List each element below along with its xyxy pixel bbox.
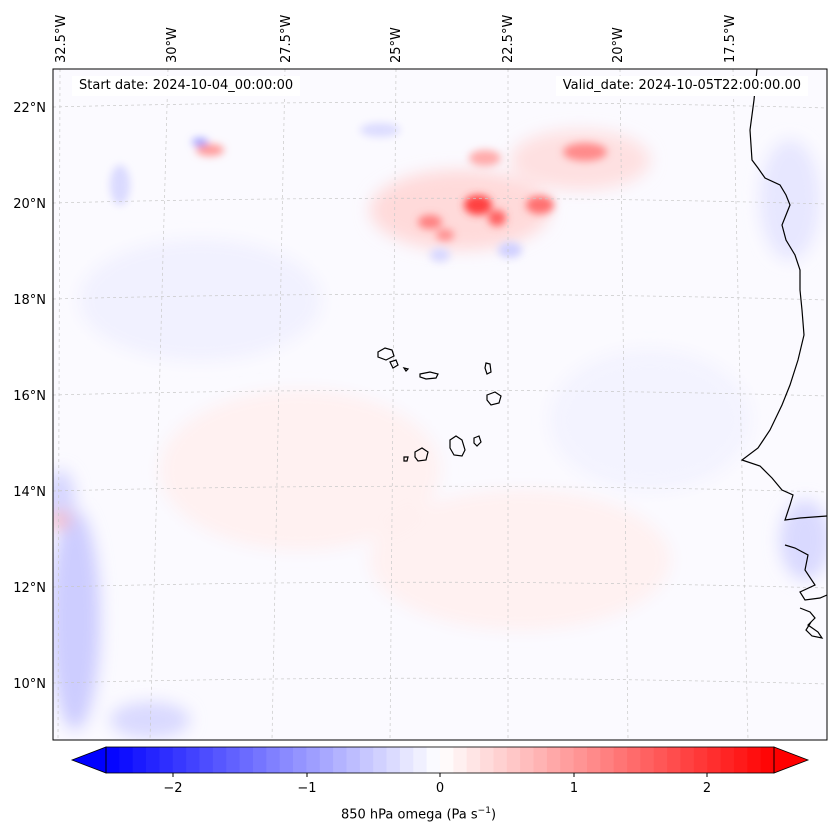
colorbar-cell <box>373 747 387 773</box>
colorbar-cell <box>239 747 254 773</box>
colorbar-ticks <box>172 773 708 777</box>
lat-label: 10°N <box>13 677 46 692</box>
colorbar-cell <box>453 747 468 773</box>
lat-label: 18°N <box>13 293 46 308</box>
colorbar-cell <box>106 747 120 773</box>
colorbar-label: 850 hPa omega (Pa s−1) <box>0 806 837 822</box>
colorbar-cell <box>359 747 374 773</box>
lat-label: 16°N <box>13 389 46 404</box>
colorbar-cell <box>493 747 508 773</box>
colorbar-cells <box>106 747 775 773</box>
colorbar-cell <box>520 747 534 773</box>
colorbar-cell <box>159 747 174 773</box>
colorbar-cell <box>720 747 735 773</box>
colorbar-cell <box>466 747 481 773</box>
colorbar-cell <box>172 747 187 773</box>
colorbar-tick-label: 1 <box>570 781 578 796</box>
colorbar-cell <box>733 747 748 773</box>
colorbar-cell <box>252 747 267 773</box>
colorbar-cell <box>640 747 655 773</box>
colorbar-cell <box>533 747 548 773</box>
start-date-label: Start date: 2024-10-04_00:00:00 <box>72 76 301 96</box>
colorbar-tick-label: −1 <box>297 781 316 796</box>
colorbar-label-text: 850 hPa omega (Pa s <box>340 807 478 823</box>
lon-label: 25°W <box>389 27 404 63</box>
lat-label: 12°N <box>13 581 46 596</box>
lon-label: 30°W <box>165 27 180 63</box>
lat-label: 14°N <box>13 485 46 500</box>
valid-date-label: Valid_date: 2024-10-05T22:00:00.00 <box>555 76 808 96</box>
map-gridlines <box>53 69 827 740</box>
lat-label: 20°N <box>13 197 46 212</box>
colorbar-cell <box>199 747 214 773</box>
colorbar-cell <box>119 747 134 773</box>
colorbar-label-close: ) <box>490 807 497 823</box>
colorbar-cell <box>613 747 628 773</box>
colorbar-cell <box>573 747 588 773</box>
colorbar-cell <box>667 747 681 773</box>
colorbar-cell <box>600 747 615 773</box>
colorbar-cell <box>186 747 200 773</box>
colorbar-cell <box>293 747 307 773</box>
colorbar-cell <box>399 747 414 773</box>
colorbar-tick-label: 0 <box>436 781 444 796</box>
lon-label: 17.5°W <box>723 15 738 63</box>
colorbar-cell <box>279 747 294 773</box>
longitude-labels: 32.5°W 30°W 27.5°W 25°W 22.5°W 20°W 17.5… <box>54 15 738 63</box>
colorbar-cell <box>346 747 361 773</box>
colorbar-cell <box>546 747 561 773</box>
colorbar: −2 −1 0 1 2 <box>70 746 810 796</box>
colorbar-cell <box>306 747 321 773</box>
colorbar-label-exponent: −1 <box>477 806 491 816</box>
colorbar-cell <box>212 747 227 773</box>
colorbar-cell <box>627 747 641 773</box>
colorbar-cell <box>319 747 334 773</box>
colorbar-cell <box>707 747 721 773</box>
lon-label: 32.5°W <box>54 15 69 63</box>
colorbar-cell <box>426 747 441 773</box>
colorbar-cell <box>680 747 695 773</box>
colorbar-cell <box>586 747 601 773</box>
latitude-labels: 22°N 20°N 18°N 16°N 14°N 12°N 10°N <box>13 101 46 692</box>
colorbar-cell <box>560 747 574 773</box>
lat-label: 22°N <box>13 101 46 116</box>
colorbar-cell <box>226 747 240 773</box>
colorbar-cell <box>506 747 521 773</box>
cape-verde-islands <box>377 347 502 462</box>
colorbar-tick-label: 2 <box>703 781 711 796</box>
colorbar-cell <box>386 747 401 773</box>
colorbar-cell <box>266 747 281 773</box>
colorbar-cell <box>413 747 428 773</box>
colorbar-cell <box>440 747 454 773</box>
omega-field <box>53 130 827 738</box>
map-panel <box>52 68 828 741</box>
colorbar-cell <box>480 747 494 773</box>
africa-coastline <box>740 69 827 639</box>
lon-label: 20°W <box>611 27 626 63</box>
colorbar-cell <box>693 747 708 773</box>
colorbar-cell <box>653 747 668 773</box>
colorbar-cell <box>760 747 775 773</box>
lon-label: 22.5°W <box>501 15 516 63</box>
colorbar-cell <box>132 747 147 773</box>
colorbar-tick-label: −2 <box>163 781 182 796</box>
colorbar-cell <box>747 747 762 773</box>
colorbar-cell <box>333 747 347 773</box>
lon-label: 27.5°W <box>279 15 294 63</box>
colorbar-cell <box>146 747 160 773</box>
